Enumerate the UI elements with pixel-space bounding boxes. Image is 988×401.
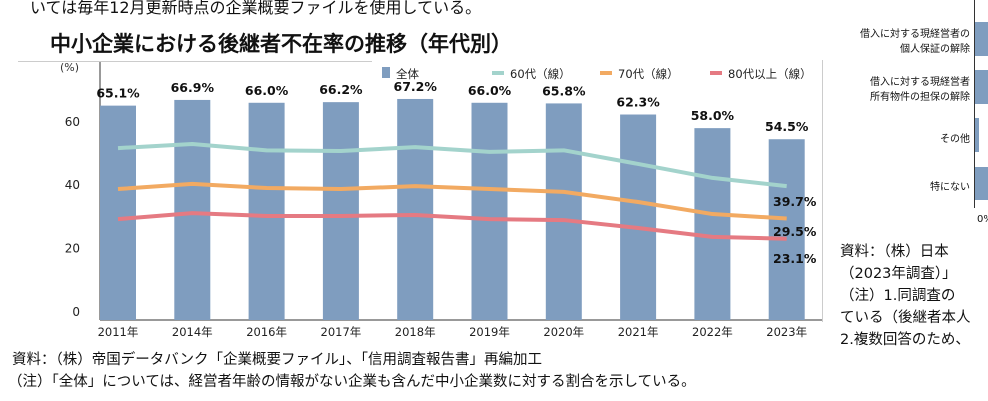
x-tick-label: 2022年 (692, 325, 733, 339)
bar (975, 167, 988, 200)
source-note: 資料：（株）帝国データバンク「企業概要ファイル」、「信用調査報告書」再編加工 (12, 352, 542, 368)
bar-2017年 (322, 102, 359, 320)
footnote: （注）1.同調査の (840, 288, 956, 304)
x-tick-label: 2016年 (246, 325, 287, 339)
y-tick-label: 0 (72, 305, 80, 319)
end-label: 39.7% (773, 194, 817, 209)
x-tick-label: 2014年 (172, 325, 213, 339)
frame-line (18, 61, 372, 62)
bar-2020年 (545, 103, 582, 320)
legend-label: 70代（線） (618, 67, 679, 81)
source-note: （2023年調査）」 (840, 266, 957, 282)
axis-line (974, 0, 975, 208)
x-tick-label: 2019年 (469, 325, 510, 339)
data-label: 66.2% (319, 82, 363, 97)
bar-2021年 (620, 114, 657, 320)
footnote: ている（後継者本人 (840, 310, 971, 326)
data-label: 67.2% (394, 79, 438, 94)
data-label: 66.9% (171, 80, 215, 95)
x-tick-label: 2018年 (395, 325, 436, 339)
bar-label: 借入に対する現経営者の 個人保証の解除 (860, 29, 970, 55)
bar-2022年 (694, 128, 731, 320)
data-label: 54.5% (765, 119, 809, 134)
bar-label: その他 (940, 134, 970, 145)
data-label: 65.1% (96, 86, 140, 101)
x-tick-label: 2021年 (618, 325, 659, 339)
bar-label: 借入に対する現経営者 所有物件の担保の解除 (870, 77, 970, 103)
x-tick-label: 2020年 (543, 325, 584, 339)
legend-label: 80代以上（線） (728, 67, 812, 81)
bar-2019年 (471, 102, 508, 320)
footnote: （注）「全体」については、経営者年齢の情報がない企業も含んだ中小企業数に対する割… (8, 374, 696, 390)
data-label: 66.0% (468, 83, 512, 98)
x-tick-label: 2011年 (98, 325, 139, 339)
bar-2023年 (768, 139, 805, 320)
x-tick-label: 2017年 (321, 325, 362, 339)
line-80代以上（線） (117, 211, 787, 241)
y-axis-label: (%) (60, 61, 79, 74)
legend-swatch (492, 71, 504, 75)
frame-line (822, 60, 823, 322)
bar (975, 70, 988, 104)
bar-2016年 (248, 102, 285, 320)
line-60代（線） (117, 141, 787, 189)
source-note: 資料：（株）日本 (840, 244, 949, 260)
data-label: 65.8% (542, 83, 586, 98)
bar (975, 118, 979, 152)
footnote: 2.複数回答のため、 (840, 332, 970, 348)
bar-2018年 (397, 98, 434, 320)
data-label: 66.0% (245, 83, 289, 98)
end-label: 29.5% (773, 224, 817, 239)
legend-swatch (382, 67, 390, 78)
y-tick-label: 20 (65, 242, 80, 256)
legend-swatch (710, 71, 722, 75)
bar-2014年 (174, 99, 211, 320)
bar (975, 22, 988, 56)
chart-title: 中小企業における後継者不在率の推移（年代別） (50, 32, 512, 56)
data-label: 62.3% (616, 95, 660, 110)
y-tick-label: 40 (65, 178, 80, 192)
context-text: いては毎年12月更新時点の企業概要ファイルを使用している。 (30, 0, 482, 17)
y-tick-label: 60 (65, 115, 80, 129)
end-label: 23.1% (773, 251, 817, 266)
legend-swatch (600, 71, 612, 75)
legend-label: 全体 (396, 67, 419, 81)
bar-label: 特にない (930, 182, 970, 193)
bar-2011年 (100, 105, 136, 321)
legend-label: 60代（線） (510, 67, 571, 81)
axis-tick: 0% (977, 214, 988, 225)
data-label: 58.0% (691, 108, 735, 123)
x-tick-label: 2023年 (766, 325, 807, 339)
line-70代（線） (117, 181, 787, 221)
